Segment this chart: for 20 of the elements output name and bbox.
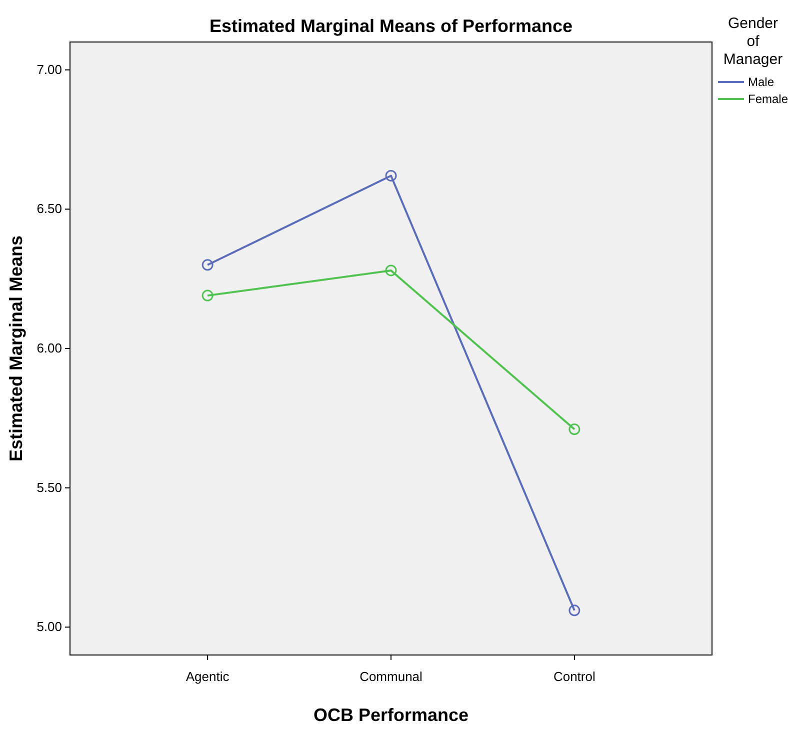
y-tick-label: 6.50 xyxy=(36,201,62,216)
point xyxy=(385,264,397,276)
chart-title: Estimated Marginal Means of Performance xyxy=(209,16,573,36)
x-tick-label: Communal xyxy=(360,669,423,684)
y-tick-label: 5.00 xyxy=(36,619,62,634)
point xyxy=(202,259,214,271)
y-tick-label: 6.00 xyxy=(36,340,62,356)
legend-label: Male xyxy=(748,75,774,89)
x-axis-title: OCB Performance xyxy=(313,705,469,725)
y-axis-title: Estimated Marginal Means xyxy=(6,235,26,462)
x-tick-label: Control xyxy=(553,669,596,684)
y-tick-label: 5.50 xyxy=(36,480,62,495)
point xyxy=(202,290,214,302)
y-tick-label: 7.00 xyxy=(36,62,62,77)
legend-label: Female xyxy=(748,92,788,106)
legend-title: Gender of Manager xyxy=(723,15,783,68)
point xyxy=(568,604,580,616)
x-tick-label: Agentic xyxy=(186,669,230,684)
point xyxy=(385,170,397,182)
point xyxy=(568,424,580,436)
